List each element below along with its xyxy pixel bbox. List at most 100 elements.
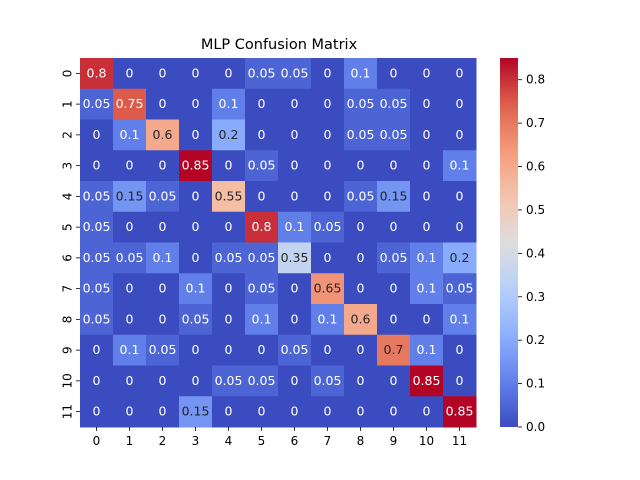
cell-value-label: 0 <box>93 342 101 357</box>
cell-value-label: 0.6 <box>153 127 173 142</box>
heatmap-cell <box>344 334 378 366</box>
cell-value-label: 0 <box>93 127 101 142</box>
heatmap-cell <box>311 273 345 305</box>
heatmap-cell <box>311 88 345 120</box>
cell-value-label: 0 <box>126 404 134 419</box>
heatmap-cell <box>410 181 444 213</box>
cell-value-label: 0.85 <box>446 404 474 419</box>
heatmap-cell <box>146 58 180 90</box>
cell-value-label: 0 <box>291 96 299 111</box>
heatmap-cell <box>179 365 213 397</box>
heatmap-cell <box>245 119 279 151</box>
y-tick-label: 8 <box>61 316 75 324</box>
heatmap-cell <box>146 211 180 243</box>
heatmap-cell <box>179 58 213 90</box>
heatmap-cell <box>245 150 279 182</box>
cell-value-label: 0 <box>357 281 365 296</box>
heatmap-cell <box>443 181 477 213</box>
heatmap-cell <box>245 181 279 213</box>
heatmap-cell <box>245 365 279 397</box>
cell-value-label: 0.05 <box>149 342 177 357</box>
heatmap-cell <box>311 304 345 336</box>
cell-value-label: 0.05 <box>281 65 309 80</box>
cell-value-label: 0.1 <box>318 311 338 326</box>
heatmap-cell <box>179 334 213 366</box>
heatmap-cell <box>377 88 411 120</box>
heatmap-cell <box>377 273 411 305</box>
cell-value-label: 0 <box>93 404 101 419</box>
heatmap-cell <box>443 334 477 366</box>
cell-value-label: 0.05 <box>83 188 111 203</box>
heatmap-cell <box>344 181 378 213</box>
cell-value-label: 0 <box>159 158 167 173</box>
cell-value-label: 0 <box>390 404 398 419</box>
heatmap-cell <box>245 334 279 366</box>
cell-value-label: 0.05 <box>215 250 243 265</box>
cell-value-label: 0 <box>324 127 332 142</box>
y-axis: 0 1 2 3 4 5 6 7 8 9 10 11 <box>61 70 80 419</box>
cell-value-label: 0 <box>192 127 200 142</box>
cell-value-label: 0 <box>192 65 200 80</box>
heatmap-cell <box>344 88 378 120</box>
heatmap-cell <box>278 334 312 366</box>
cell-value-label: 0.05 <box>380 250 408 265</box>
heatmap-cell <box>344 150 378 182</box>
cell-value-label: 0 <box>192 342 200 357</box>
heatmap-cell <box>344 119 378 151</box>
x-tick-label: 6 <box>291 434 299 448</box>
cell-value-label: 0 <box>159 404 167 419</box>
cell-value-label: 0.05 <box>83 311 111 326</box>
cell-value-label: 0 <box>357 404 365 419</box>
heatmap-cell <box>80 242 114 274</box>
cell-value-label: 0 <box>456 127 464 142</box>
colorbar-tick-label: 0.6 <box>526 160 545 174</box>
cell-value-label: 0 <box>258 127 266 142</box>
heatmap-cell <box>311 396 345 428</box>
cell-value-label: 0.85 <box>413 373 441 388</box>
cell-value-label: 0.05 <box>215 373 243 388</box>
cell-value-label: 0.1 <box>219 96 239 111</box>
heatmap-cell <box>80 273 114 305</box>
colorbar-gradient <box>500 58 518 427</box>
heatmap-cell <box>212 58 246 90</box>
cell-value-label: 0.05 <box>83 96 111 111</box>
cell-value-label: 0.1 <box>417 342 437 357</box>
cell-value-label: 0 <box>225 342 233 357</box>
heatmap-cell <box>410 365 444 397</box>
cell-value-label: 0 <box>258 342 266 357</box>
heatmap-cell <box>377 211 411 243</box>
cell-value-label: 0 <box>291 158 299 173</box>
cell-value-label: 0.05 <box>248 158 276 173</box>
heatmap-cell <box>344 304 378 336</box>
cell-value-label: 0 <box>390 281 398 296</box>
cell-value-label: 0.1 <box>153 250 173 265</box>
heatmap-cell <box>443 304 477 336</box>
heatmap-cell <box>410 242 444 274</box>
cell-value-label: 0 <box>159 281 167 296</box>
heatmap-cell <box>344 242 378 274</box>
cell-value-label: 0.05 <box>83 281 111 296</box>
heatmap-cell <box>377 365 411 397</box>
heatmap-cell <box>113 150 147 182</box>
heatmap-cells <box>80 58 477 428</box>
heatmap-cell <box>245 88 279 120</box>
heatmap-cell <box>377 334 411 366</box>
cell-value-label: 0 <box>291 311 299 326</box>
heatmap-cell <box>179 88 213 120</box>
cell-value-label: 0.2 <box>450 250 470 265</box>
heatmap-cell <box>443 88 477 120</box>
heatmap-cell <box>179 396 213 428</box>
cell-value-label: 0 <box>225 311 233 326</box>
heatmap-cell <box>443 242 477 274</box>
cell-value-label: 0 <box>456 188 464 203</box>
x-tick-label: 3 <box>192 434 200 448</box>
y-tick-label: 9 <box>61 346 75 354</box>
cell-value-label: 0.05 <box>83 219 111 234</box>
heatmap-cell <box>212 119 246 151</box>
heatmap-cell <box>410 58 444 90</box>
heatmap-cell <box>146 273 180 305</box>
x-tick-label: 1 <box>126 434 134 448</box>
heatmap-cell <box>212 396 246 428</box>
x-tick-label: 10 <box>419 434 434 448</box>
